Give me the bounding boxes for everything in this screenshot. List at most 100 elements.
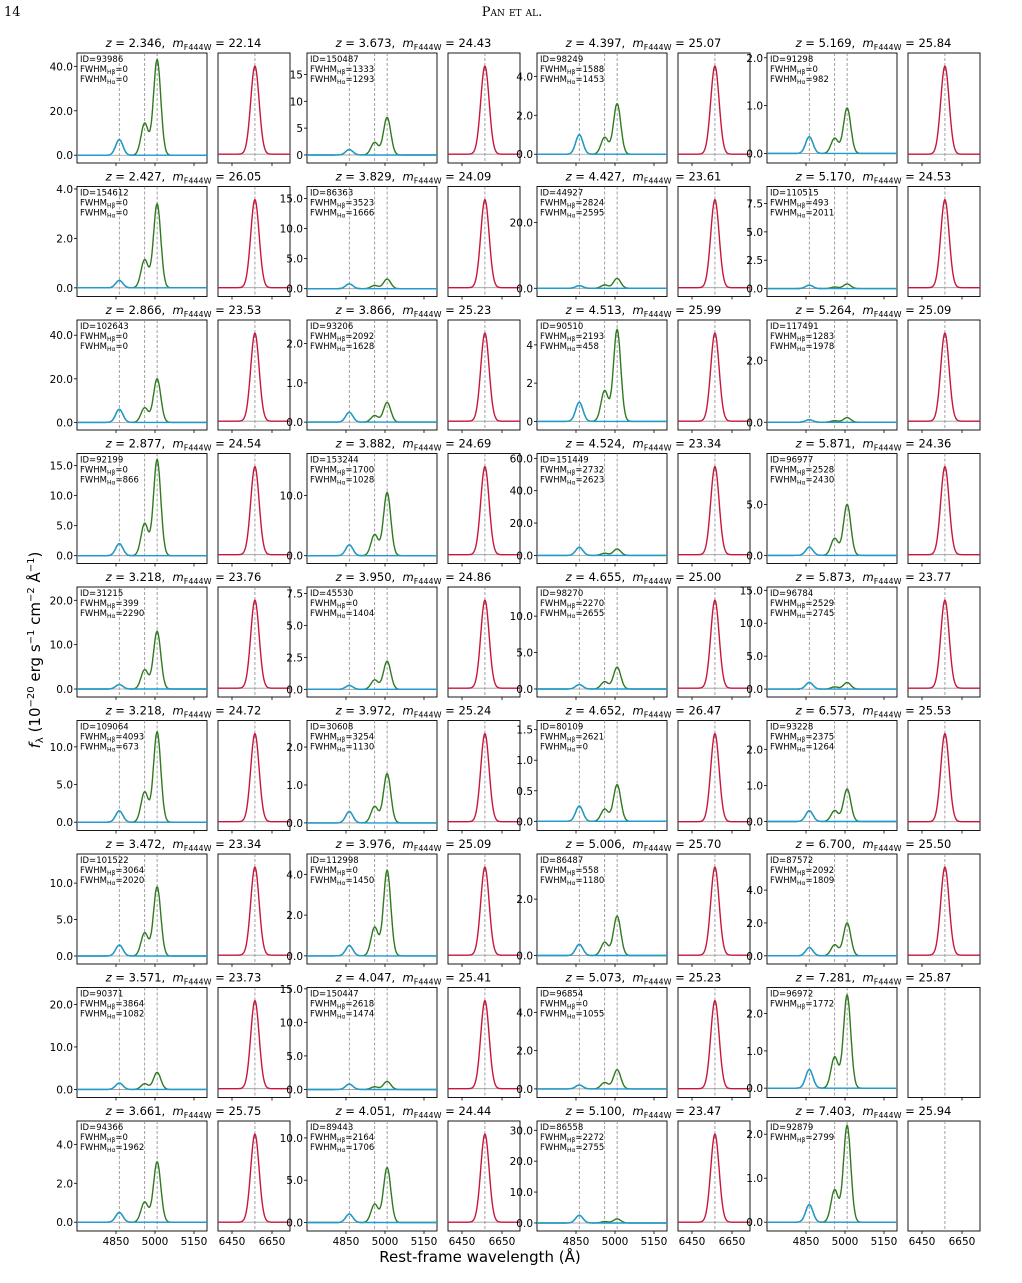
id-value: 96854 xyxy=(556,990,583,1000)
title-part: = xyxy=(342,704,359,718)
title-part: m xyxy=(173,36,184,50)
axes-frame xyxy=(536,52,668,164)
fwhm-sub: Hβ xyxy=(107,69,116,76)
axes-frame xyxy=(306,1120,438,1232)
fwhm-label: FWHM xyxy=(770,466,797,476)
title-part: z xyxy=(795,971,803,985)
title-part: , xyxy=(622,971,633,985)
halpha-fit xyxy=(218,999,290,1090)
axes-frame xyxy=(766,987,898,1098)
panel-title: z = 4.047, mF444W = 25.41 xyxy=(335,971,492,987)
axes-frame xyxy=(907,319,981,431)
y-tick-label: 5.0 xyxy=(56,521,73,533)
id-label: ID= xyxy=(770,322,786,332)
fwhm: FWHMHα=2290 xyxy=(80,609,144,620)
object-id: ID=110515 xyxy=(770,189,819,199)
hbeta-fit xyxy=(77,1211,207,1223)
fwhm-value: 673 xyxy=(123,743,139,753)
magnitude: 25.24 xyxy=(458,704,491,718)
title-part: m xyxy=(173,570,184,584)
fwhm-eq: = xyxy=(575,733,582,743)
axes-frame xyxy=(306,720,438,831)
fwhm-value: 0 xyxy=(583,1000,588,1010)
title-part: F444W xyxy=(874,711,902,720)
axes-frame xyxy=(306,52,438,164)
magnitude: 24.54 xyxy=(228,437,261,451)
y-tick-label: 0.0 xyxy=(746,1217,763,1229)
y-tick-label: 5.0 xyxy=(516,648,533,660)
title-part: = xyxy=(572,36,589,50)
axes-frame xyxy=(76,586,208,698)
title-part: m xyxy=(403,837,414,851)
title-part: m xyxy=(633,1104,644,1118)
panel-title: z = 4.652, mF444W = 26.47 xyxy=(565,704,722,720)
id-label: ID= xyxy=(770,1123,786,1133)
object-id: ID=90371 xyxy=(80,990,123,1000)
fwhm-sub: Hα xyxy=(337,880,346,887)
object-id: ID=90510 xyxy=(540,322,583,332)
y-tick-label: 0.0 xyxy=(516,283,533,295)
title-part: = xyxy=(802,837,819,851)
axes-frame xyxy=(536,987,668,1098)
fwhm-label: FWHM xyxy=(80,75,107,85)
redshift: 3.950 xyxy=(359,570,392,584)
magnitude: 23.34 xyxy=(688,437,721,451)
y-tick-label: 5.0 xyxy=(746,227,763,239)
fwhm-label: FWHM xyxy=(310,199,337,209)
fwhm-value: 1772 xyxy=(813,1000,835,1010)
id-label: ID= xyxy=(770,55,786,65)
halpha-fit xyxy=(678,1133,750,1223)
id-label: ID= xyxy=(80,723,96,733)
fwhm: FWHMHβ=1283 xyxy=(770,332,834,343)
fwhm-value: 2529 xyxy=(813,599,835,609)
fwhm-eq: = xyxy=(116,876,123,886)
fwhm-label: FWHM xyxy=(540,609,567,619)
hbeta-fit xyxy=(77,279,207,289)
hbeta-fit xyxy=(307,411,437,423)
panel-title: z = 3.571, mF444W = 23.73 xyxy=(105,971,262,987)
title-part: m xyxy=(863,570,874,584)
id-label: ID= xyxy=(80,856,96,866)
fwhm-eq: = xyxy=(115,332,122,342)
fwhm-value: 3864 xyxy=(123,1000,145,1010)
title-part: m xyxy=(863,36,874,50)
fwhm-sub: Hα xyxy=(567,747,576,754)
y-tick-label: 4 xyxy=(526,340,533,352)
axes-frame xyxy=(677,987,751,1098)
title-part: F444W xyxy=(414,978,442,987)
y-tick-label: 0.0 xyxy=(516,1218,533,1230)
id-label: ID= xyxy=(770,189,786,199)
title-part: = xyxy=(802,437,819,451)
x-tick-label: 4850 xyxy=(793,1236,820,1248)
title-part: z xyxy=(105,971,113,985)
y-tick-label: 2.0 xyxy=(746,1009,763,1021)
fwhm: FWHMHβ=4093 xyxy=(80,733,144,744)
fwhm: FWHMHα=0 xyxy=(80,342,128,353)
id-label: ID= xyxy=(310,456,326,466)
fwhm-value: 0 xyxy=(123,1133,128,1143)
fwhm-value: 3254 xyxy=(353,733,375,743)
y-tick-label: 2.0 xyxy=(56,1178,73,1190)
title-part: z xyxy=(565,36,573,50)
y-label-part: Å xyxy=(25,571,44,587)
fwhm: FWHMHβ=0 xyxy=(770,65,818,76)
fwhm-value: 1666 xyxy=(353,209,375,219)
title-part: F444W xyxy=(644,978,672,987)
y-tick-label: 10.0 xyxy=(280,224,303,236)
y-label-part: −1 xyxy=(26,557,37,572)
fwhm-value: 2092 xyxy=(813,866,835,876)
panel: z = 3.218, mF444W = 23.760.010.020.0ID=3… xyxy=(50,570,291,700)
object-id: ID=45530 xyxy=(310,589,353,599)
x-tick-label: 5150 xyxy=(181,1236,208,1248)
oiii-fit xyxy=(307,116,437,156)
fwhm-label: FWHM xyxy=(80,466,107,476)
fwhm-value: 0 xyxy=(123,342,128,352)
fwhm: FWHMHβ=0 xyxy=(80,466,128,477)
title-part: = xyxy=(212,170,229,184)
panel-title: z = 3.829, mF444W = 24.09 xyxy=(335,170,492,186)
y-label-part: −2 xyxy=(26,587,37,602)
fwhm-value: 2375 xyxy=(813,733,835,743)
redshift: 5.871 xyxy=(819,437,852,451)
hbeta-fit xyxy=(307,283,437,290)
title-part: = xyxy=(672,971,689,985)
